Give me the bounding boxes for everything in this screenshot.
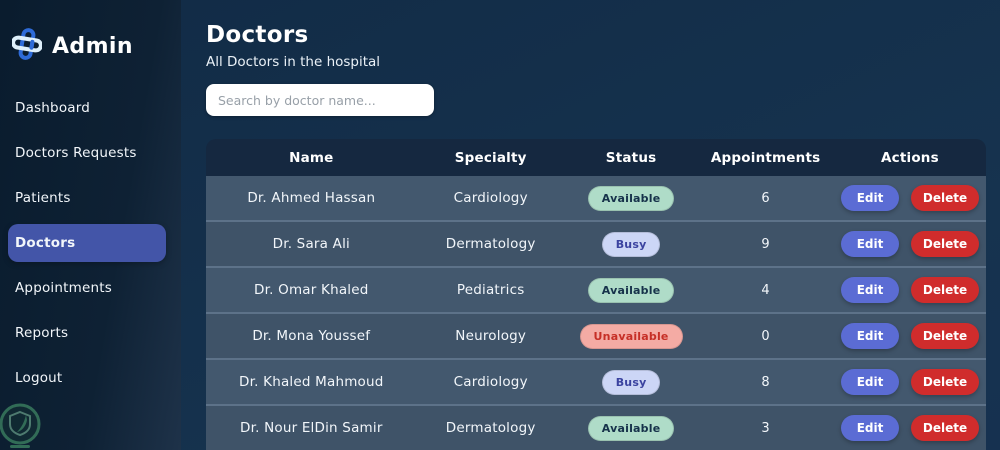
actions-cell: Edit Delete: [834, 185, 986, 211]
doctor-specialty: Dermatology: [445, 420, 536, 436]
sidebar-item-label: Appointments: [15, 279, 112, 296]
column-header-name: Name: [289, 149, 334, 166]
sidebar-item-doctors-requests[interactable]: Doctors Requests: [0, 130, 181, 175]
table-header-row: Name Specialty Status Appointments Actio…: [206, 139, 986, 176]
edit-button[interactable]: Edit: [840, 369, 900, 395]
medical-cross-logo-icon: [11, 27, 43, 65]
status-cell: Unavailable: [565, 323, 698, 349]
doctors-table: Name Specialty Status Appointments Actio…: [206, 139, 986, 450]
sidebar: Admin Dashboard Doctors Requests Patient…: [0, 0, 181, 450]
actions-cell: Edit Delete: [834, 277, 986, 303]
doctor-name: Dr. Mona Youssef: [252, 328, 371, 344]
doctor-name: Dr. Sara Ali: [272, 236, 350, 252]
table-row: Dr. Sara Ali Dermatology Busy 9 Edit Del…: [206, 220, 986, 266]
edit-button[interactable]: Edit: [840, 277, 900, 303]
actions-cell: Edit Delete: [834, 369, 986, 395]
edit-button[interactable]: Edit: [840, 323, 900, 349]
sidebar-item-appointments[interactable]: Appointments: [0, 265, 181, 310]
status-badge: Unavailable: [579, 323, 683, 349]
appointments-count: 0: [761, 328, 770, 344]
column-header-status: Status: [605, 149, 657, 166]
delete-button[interactable]: Delete: [910, 231, 980, 257]
status-badge: Busy: [601, 369, 661, 395]
column-header-actions: Actions: [880, 149, 939, 166]
main-content: Doctors All Doctors in the hospital Name…: [181, 0, 1000, 450]
sidebar-item-patients[interactable]: Patients: [0, 175, 181, 220]
search-input[interactable]: [206, 84, 434, 116]
sidebar-item-label: Logout: [15, 369, 63, 386]
sidebar-item-label: Dashboard: [15, 99, 91, 116]
status-cell: Busy: [565, 369, 698, 395]
column-header-appointments: Appointments: [710, 149, 821, 166]
appointments-count: 9: [761, 236, 770, 252]
doctor-specialty: Cardiology: [453, 190, 528, 206]
status-cell: Available: [565, 277, 698, 303]
actions-cell: Edit Delete: [834, 323, 986, 349]
table-row: Dr. Mona Youssef Neurology Unavailable 0…: [206, 312, 986, 358]
appointments-count: 3: [761, 420, 770, 436]
status-cell: Available: [565, 185, 698, 211]
status-badge: Busy: [601, 231, 661, 257]
actions-cell: Edit Delete: [834, 231, 986, 257]
sidebar-item-reports[interactable]: Reports: [0, 310, 181, 355]
doctor-name: Dr. Khaled Mahmoud: [239, 374, 384, 390]
delete-button[interactable]: Delete: [910, 369, 980, 395]
edit-button[interactable]: Edit: [840, 415, 900, 441]
sidebar-item-label: Reports: [15, 324, 69, 341]
sidebar-item-label: Patients: [15, 189, 71, 206]
appointments-count: 4: [761, 282, 770, 298]
column-header-specialty: Specialty: [454, 149, 527, 166]
status-badge: Available: [587, 185, 675, 211]
page-title: Doctors: [206, 22, 309, 48]
sidebar-nav: Dashboard Doctors Requests Patients Doct…: [0, 85, 181, 400]
doctor-specialty: Neurology: [455, 328, 527, 344]
delete-button[interactable]: Delete: [910, 277, 980, 303]
sidebar-item-label: Doctors: [15, 235, 76, 251]
edit-button[interactable]: Edit: [840, 185, 900, 211]
actions-cell: Edit Delete: [834, 415, 986, 441]
doctor-name: Dr. Nour ElDin Samir: [239, 420, 383, 436]
delete-button[interactable]: Delete: [910, 323, 980, 349]
status-badge: Available: [587, 415, 675, 441]
sidebar-item-label: Doctors Requests: [15, 144, 137, 161]
page-subtitle: All Doctors in the hospital: [206, 54, 381, 70]
table-row: Dr. Nour ElDin Samir Dermatology Availab…: [206, 404, 986, 450]
doctor-specialty: Dermatology: [445, 236, 536, 252]
doctor-specialty: Cardiology: [453, 374, 528, 390]
appointments-count: 6: [761, 190, 770, 206]
delete-button[interactable]: Delete: [910, 415, 980, 441]
brand-title: Admin: [52, 33, 133, 59]
doctor-specialty: Pediatrics: [456, 282, 525, 298]
status-badge: Available: [587, 277, 675, 303]
table-row: Dr. Khaled Mahmoud Cardiology Busy 8 Edi…: [206, 358, 986, 404]
delete-button[interactable]: Delete: [910, 185, 980, 211]
doctor-name: Dr. Omar Khaled: [254, 282, 369, 298]
table-row: Dr. Ahmed Hassan Cardiology Available 6 …: [206, 176, 986, 220]
status-cell: Available: [565, 415, 698, 441]
table-row: Dr. Omar Khaled Pediatrics Available 4 E…: [206, 266, 986, 312]
edit-button[interactable]: Edit: [840, 231, 900, 257]
sidebar-item-doctors[interactable]: Doctors: [8, 224, 166, 262]
watermark-logo: [0, 402, 47, 450]
sidebar-item-logout[interactable]: Logout: [0, 355, 181, 400]
appointments-count: 8: [761, 374, 770, 390]
table-body: Dr. Ahmed Hassan Cardiology Available 6 …: [206, 176, 986, 450]
sidebar-item-dashboard[interactable]: Dashboard: [0, 85, 181, 130]
doctor-name: Dr. Ahmed Hassan: [247, 190, 376, 206]
brand: Admin: [0, 0, 181, 65]
status-cell: Busy: [565, 231, 698, 257]
